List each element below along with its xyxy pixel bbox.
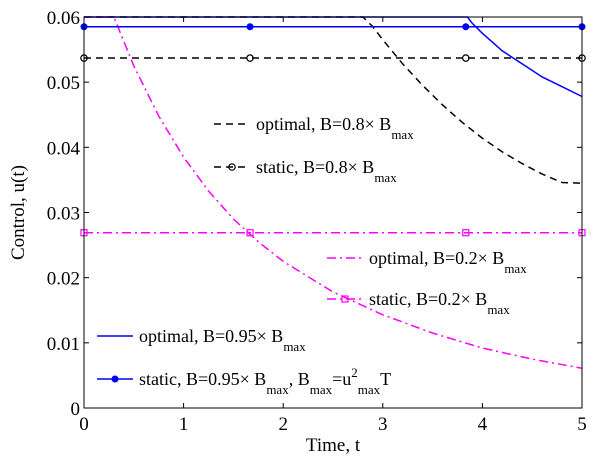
series-line	[84, 16, 583, 369]
y-tick-label: 0.04	[47, 138, 81, 159]
x-tick-label: 0	[79, 414, 89, 435]
data-point	[246, 54, 254, 62]
axes-layer: 0 1 2 3 4 5 0 0.01 0.02 0.03 0.04 0.05 0.06	[47, 8, 587, 435]
data-point	[462, 229, 470, 237]
y-tick-label: 0.05	[47, 73, 80, 94]
series-line	[84, 16, 583, 184]
data-point	[246, 229, 254, 237]
legend-entry-5: static, B=0.95× Bmax, Bmax=u2maxT	[93, 362, 391, 397]
x-tick-label: 2	[278, 414, 288, 435]
legend-entry-3: static, B=0.2× Bmax	[323, 282, 510, 317]
legend-label: optimal, B=0.8× Bmax	[256, 114, 414, 142]
data-point	[462, 23, 470, 31]
data-point	[228, 163, 236, 171]
legend-anchor	[210, 107, 211, 108]
series-2	[84, 16, 583, 369]
series-4	[84, 16, 583, 98]
legend-anchor	[323, 282, 324, 283]
y-tick-label: 0.06	[47, 8, 80, 29]
legend-anchor	[93, 319, 94, 320]
data-point	[341, 295, 349, 303]
data-point	[111, 375, 119, 383]
x-tick-label: 1	[179, 414, 189, 435]
legend-entry-4: optimal, B=0.95× Bmax	[93, 319, 306, 354]
x-axis-label: Time, t	[306, 435, 361, 456]
y-tick-label: 0.02	[47, 269, 80, 290]
x-tick-label: 5	[577, 414, 587, 435]
legend-entry-0: optimal, B=0.8× Bmax	[210, 107, 414, 142]
legend-label: optimal, B=0.95× Bmax	[139, 326, 306, 354]
legend-label: static, B=0.95× Bmax, Bmax=u2maxT	[139, 365, 391, 397]
legend-anchor	[93, 362, 94, 363]
series-line	[84, 16, 583, 98]
legend-label: optimal, B=0.2× Bmax	[369, 248, 527, 276]
y-tick-label: 0	[71, 399, 81, 420]
x-tick-label: 3	[378, 414, 388, 435]
legend-layer: optimal, B=0.8× Bmax static, B=0.8× Bmax o…	[93, 107, 527, 397]
y-tick-label: 0.03	[47, 204, 80, 225]
legend-entry-2: optimal, B=0.2× Bmax	[323, 241, 527, 276]
legend-entry-1: static, B=0.8× Bmax	[210, 150, 397, 185]
plot-area-frame	[83, 16, 583, 409]
x-tick-label: 4	[478, 414, 488, 435]
series-5	[80, 23, 586, 31]
legend-anchor	[210, 150, 211, 151]
y-axis-label: Control, u(t)	[8, 165, 29, 260]
data-point	[246, 23, 254, 31]
series-3	[80, 229, 586, 237]
data-point	[461, 54, 470, 62]
series-0	[84, 16, 583, 184]
legend-label: static, B=0.8× Bmax	[256, 157, 397, 185]
legend-label: static, B=0.2× Bmax	[369, 289, 510, 317]
legend-anchor	[323, 241, 324, 242]
y-tick-label: 0.01	[47, 334, 80, 355]
